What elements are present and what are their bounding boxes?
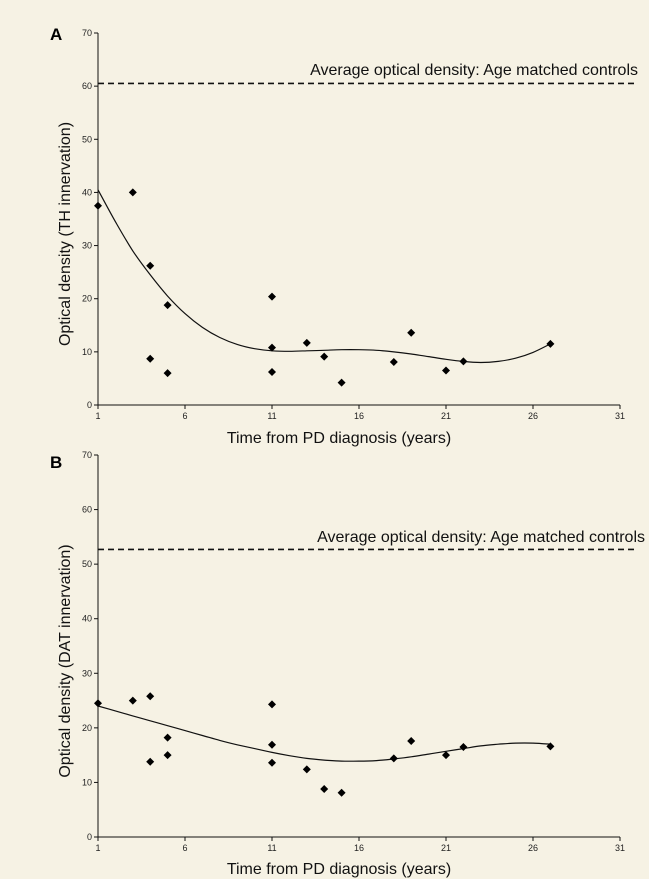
data-point	[337, 788, 346, 797]
y-tick-label: 10	[82, 777, 92, 787]
reference-line-label: Average optical density: Age matched con…	[317, 529, 645, 546]
data-point	[146, 757, 155, 766]
data-point	[268, 758, 276, 767]
data-point	[163, 301, 172, 310]
data-point	[94, 201, 102, 210]
y-tick-label: 20	[82, 294, 92, 304]
x-tick-label: 31	[615, 411, 625, 421]
y-axis-label: Optical density (TH innervation)	[57, 122, 74, 346]
data-point	[407, 736, 416, 745]
y-tick-label: 0	[87, 400, 92, 410]
y-tick-label: 50	[82, 134, 92, 144]
data-point	[546, 742, 555, 751]
trend-curve	[97, 705, 551, 762]
data-point	[268, 292, 276, 301]
x-tick-label: 1	[95, 411, 100, 421]
y-tick-label: 40	[82, 187, 92, 197]
data-point	[546, 339, 555, 348]
data-point	[320, 352, 329, 361]
x-tick-label: 11	[267, 843, 276, 853]
data-point	[442, 366, 450, 375]
y-tick-label: 70	[82, 28, 92, 38]
data-point	[146, 261, 155, 270]
y-tick-label: 30	[82, 668, 92, 678]
data-point	[163, 369, 172, 378]
x-axis-label: Time from PD diagnosis (years)	[227, 861, 451, 878]
data-point	[146, 354, 155, 363]
data-point	[389, 754, 398, 763]
y-tick-label: 50	[82, 559, 92, 569]
y-tick-label: 20	[82, 723, 92, 733]
x-tick-label: 6	[182, 843, 187, 853]
data-point	[146, 692, 155, 701]
reference-line-label: Average optical density: Age matched con…	[310, 62, 638, 79]
x-tick-label: 26	[528, 843, 538, 853]
y-tick-label: 30	[82, 241, 92, 251]
data-point	[320, 784, 329, 793]
x-tick-label: 6	[182, 411, 187, 421]
data-point	[163, 751, 172, 760]
data-point	[268, 740, 276, 749]
x-tick-label: 31	[615, 843, 625, 853]
trend-curve	[97, 189, 551, 364]
data-point	[163, 733, 172, 742]
x-tick-label: 21	[441, 411, 451, 421]
data-point	[389, 357, 398, 366]
data-point	[407, 328, 416, 337]
y-tick-label: 10	[82, 347, 92, 357]
data-point	[459, 742, 468, 751]
data-point	[268, 343, 276, 352]
panel-letter: B	[50, 453, 62, 472]
data-point	[302, 765, 311, 774]
data-point	[268, 700, 276, 709]
x-tick-label: 26	[528, 411, 538, 421]
data-point	[302, 338, 311, 347]
x-tick-label: 11	[267, 411, 276, 421]
data-point	[128, 188, 137, 197]
data-point	[94, 699, 102, 708]
y-tick-label: 60	[82, 81, 92, 91]
x-tick-label: 21	[441, 843, 451, 853]
y-tick-label: 60	[82, 505, 92, 515]
panel-letter: A	[50, 25, 62, 44]
x-tick-label: 16	[354, 843, 364, 853]
y-tick-label: 70	[82, 450, 92, 460]
y-tick-label: 0	[87, 832, 92, 842]
x-tick-label: 1	[95, 843, 100, 853]
x-axis-label: Time from PD diagnosis (years)	[227, 430, 451, 447]
data-point	[337, 378, 346, 387]
x-tick-label: 16	[354, 411, 364, 421]
data-point	[459, 357, 468, 366]
data-point	[442, 751, 450, 760]
data-point	[128, 696, 137, 705]
y-axis-label: Optical density (DAT innervation)	[57, 544, 74, 777]
data-point	[268, 368, 276, 377]
y-tick-label: 40	[82, 614, 92, 624]
